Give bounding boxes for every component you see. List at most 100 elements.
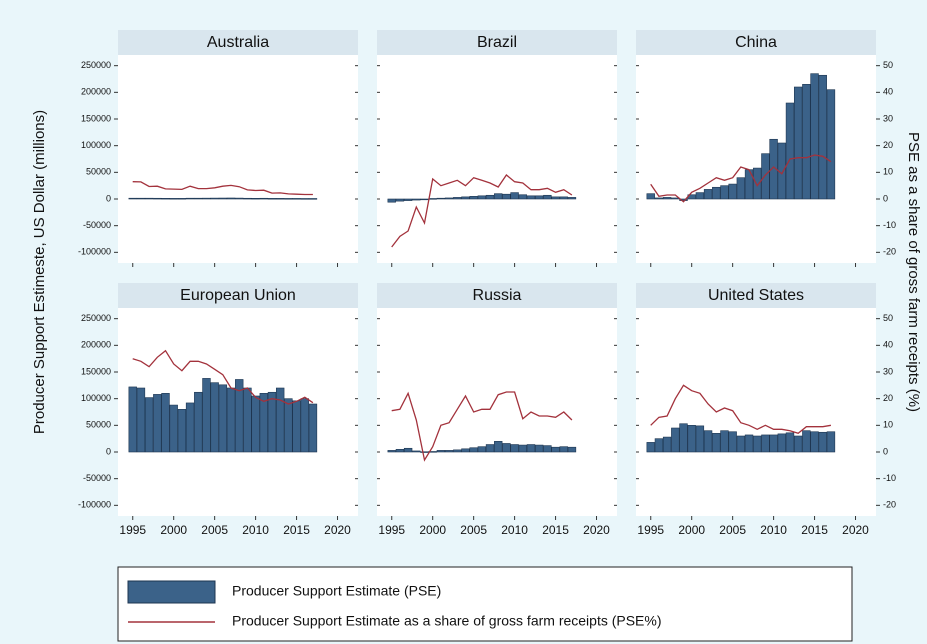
y-tick-label: -100000 [78, 500, 111, 510]
bar [235, 197, 244, 200]
bar [461, 448, 470, 453]
bar [144, 397, 154, 453]
bar [802, 430, 811, 453]
bar [194, 391, 203, 453]
y-tick-label: -50000 [83, 220, 111, 230]
y2-tick-label: -10 [883, 473, 896, 483]
bar [161, 393, 170, 453]
bar [477, 446, 487, 453]
bar [284, 198, 293, 200]
bar [753, 167, 762, 200]
y2-tick-label: 10 [883, 167, 893, 177]
bar [543, 194, 552, 200]
bar [308, 403, 318, 453]
bar [194, 197, 203, 200]
y-tick-label: 150000 [81, 113, 111, 123]
bar [793, 435, 803, 453]
bar [243, 197, 252, 200]
bar [412, 450, 421, 453]
y2-tick-label: 20 [883, 140, 893, 150]
legend-label: Producer Support Estimate as a share of … [232, 613, 662, 629]
bar [485, 444, 495, 453]
x-tick-label: 2000 [160, 523, 187, 537]
x-tick-label: 2010 [760, 523, 787, 537]
bar [526, 195, 536, 200]
bar [802, 84, 811, 200]
bar [551, 196, 560, 200]
bar [308, 198, 318, 200]
bar [436, 450, 446, 453]
line [650, 154, 832, 203]
bar [543, 445, 552, 453]
x-tick-label: 1995 [378, 523, 405, 537]
bar [728, 431, 737, 453]
bar [259, 197, 268, 200]
bar [226, 387, 236, 453]
panel-title: Brazil [477, 34, 517, 51]
bar [818, 431, 827, 453]
bar [502, 193, 511, 200]
bar [136, 197, 146, 200]
line [650, 384, 832, 435]
y2-tick-label: 50 [883, 60, 893, 70]
bar [128, 197, 137, 200]
y-tick-label: 0 [106, 193, 111, 203]
bar [510, 192, 519, 200]
x-tick-label: 1995 [119, 523, 146, 537]
bar [292, 198, 301, 200]
x-tick-label: 2010 [242, 523, 269, 537]
line [132, 349, 314, 405]
bar [169, 198, 178, 200]
bar [284, 398, 293, 453]
legend-swatch [127, 580, 216, 604]
bar [761, 153, 770, 200]
bar [559, 446, 568, 453]
x-tick-label: 2005 [719, 523, 746, 537]
bar [251, 198, 260, 200]
bar [161, 198, 170, 200]
bar [226, 197, 236, 200]
bar [444, 450, 454, 453]
panel-title: European Union [180, 287, 296, 304]
plot-area [636, 308, 876, 516]
bar [235, 379, 244, 453]
bar [679, 423, 688, 453]
y-tick-label: 50000 [86, 420, 111, 430]
bar [461, 196, 470, 200]
bar [703, 189, 713, 200]
bar [736, 177, 746, 200]
panel-title: Russia [473, 287, 522, 304]
bar [728, 183, 737, 200]
bar [810, 431, 819, 453]
bar [559, 196, 568, 200]
bar [153, 197, 162, 200]
bar [267, 198, 277, 200]
y-tick-label: -50000 [83, 473, 111, 483]
bar [646, 442, 655, 453]
bar [210, 197, 219, 200]
bar [777, 433, 786, 453]
bar [502, 443, 511, 453]
bar [210, 382, 219, 453]
y2-tick-label: 40 [883, 87, 893, 97]
bar [679, 198, 688, 201]
bar [567, 197, 577, 200]
y2-tick-label: 20 [883, 393, 893, 403]
bar [785, 432, 795, 453]
panel-title: China [735, 34, 777, 51]
bar [412, 198, 421, 201]
panel-header [636, 30, 876, 55]
x-tick-label: 2015 [542, 523, 569, 537]
bar [453, 449, 462, 453]
bar [485, 194, 495, 200]
bar [662, 436, 672, 453]
bar [202, 197, 211, 200]
bar [469, 447, 478, 453]
bar [712, 433, 721, 453]
x-tick-label: 2005 [201, 523, 228, 537]
y2-tick-label: 10 [883, 420, 893, 430]
bar [510, 444, 519, 453]
bar [646, 193, 655, 200]
bar [292, 400, 301, 453]
y2-tick-label: 0 [883, 446, 888, 456]
